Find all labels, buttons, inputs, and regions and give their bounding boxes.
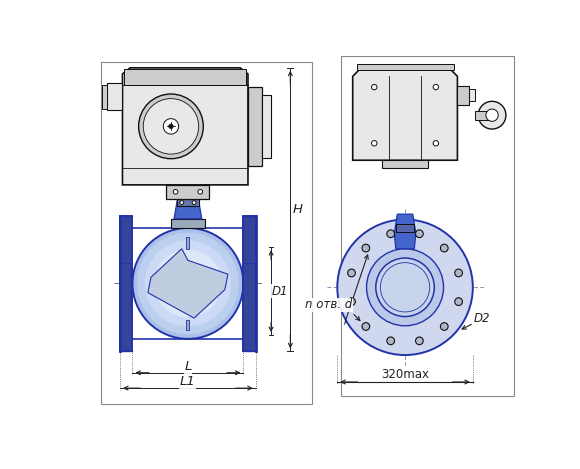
Text: H: H <box>293 203 303 216</box>
Circle shape <box>154 250 222 318</box>
Circle shape <box>376 258 434 317</box>
Circle shape <box>180 201 184 204</box>
Bar <box>177 199 199 206</box>
Circle shape <box>455 269 462 277</box>
Bar <box>180 178 195 201</box>
Circle shape <box>169 124 173 129</box>
Circle shape <box>387 230 394 238</box>
Circle shape <box>433 84 438 90</box>
Circle shape <box>137 233 239 334</box>
Polygon shape <box>122 68 248 185</box>
Circle shape <box>143 98 199 154</box>
Circle shape <box>192 201 196 204</box>
Bar <box>382 160 428 168</box>
Polygon shape <box>394 214 416 249</box>
Circle shape <box>139 94 204 159</box>
Bar <box>244 216 256 351</box>
Circle shape <box>455 298 462 305</box>
Circle shape <box>165 260 211 307</box>
Bar <box>469 90 475 101</box>
Circle shape <box>478 101 506 129</box>
Bar <box>186 237 190 249</box>
Circle shape <box>145 240 231 326</box>
Polygon shape <box>353 70 458 160</box>
Text: L: L <box>184 360 191 373</box>
Circle shape <box>338 219 473 355</box>
Circle shape <box>362 323 369 330</box>
Bar <box>166 185 209 199</box>
Circle shape <box>387 337 394 345</box>
Circle shape <box>164 119 179 134</box>
Bar <box>124 69 246 85</box>
Circle shape <box>173 189 178 194</box>
Circle shape <box>347 269 356 277</box>
Circle shape <box>198 189 202 194</box>
Bar <box>357 64 454 70</box>
Circle shape <box>415 337 423 345</box>
Circle shape <box>362 244 369 252</box>
Bar <box>186 319 190 330</box>
Text: D1: D1 <box>272 285 289 298</box>
Text: n отв. d: n отв. d <box>305 298 353 311</box>
Text: L1: L1 <box>180 376 196 388</box>
Bar <box>396 224 414 232</box>
Circle shape <box>372 84 377 90</box>
Circle shape <box>372 141 377 146</box>
Circle shape <box>347 298 356 305</box>
Polygon shape <box>174 186 202 219</box>
Circle shape <box>433 141 438 146</box>
Circle shape <box>486 109 498 121</box>
Bar <box>120 216 132 351</box>
Bar <box>171 219 205 228</box>
Bar <box>475 111 492 120</box>
Bar <box>458 85 469 105</box>
Bar <box>103 85 107 109</box>
Circle shape <box>415 230 423 238</box>
Circle shape <box>440 244 448 252</box>
Circle shape <box>132 228 244 339</box>
Text: 320max: 320max <box>381 368 429 381</box>
Text: D2: D2 <box>473 312 490 325</box>
Polygon shape <box>148 249 228 318</box>
Bar <box>248 87 262 166</box>
Circle shape <box>367 249 444 326</box>
Circle shape <box>440 323 448 330</box>
Bar <box>107 83 122 110</box>
Bar <box>262 95 271 158</box>
